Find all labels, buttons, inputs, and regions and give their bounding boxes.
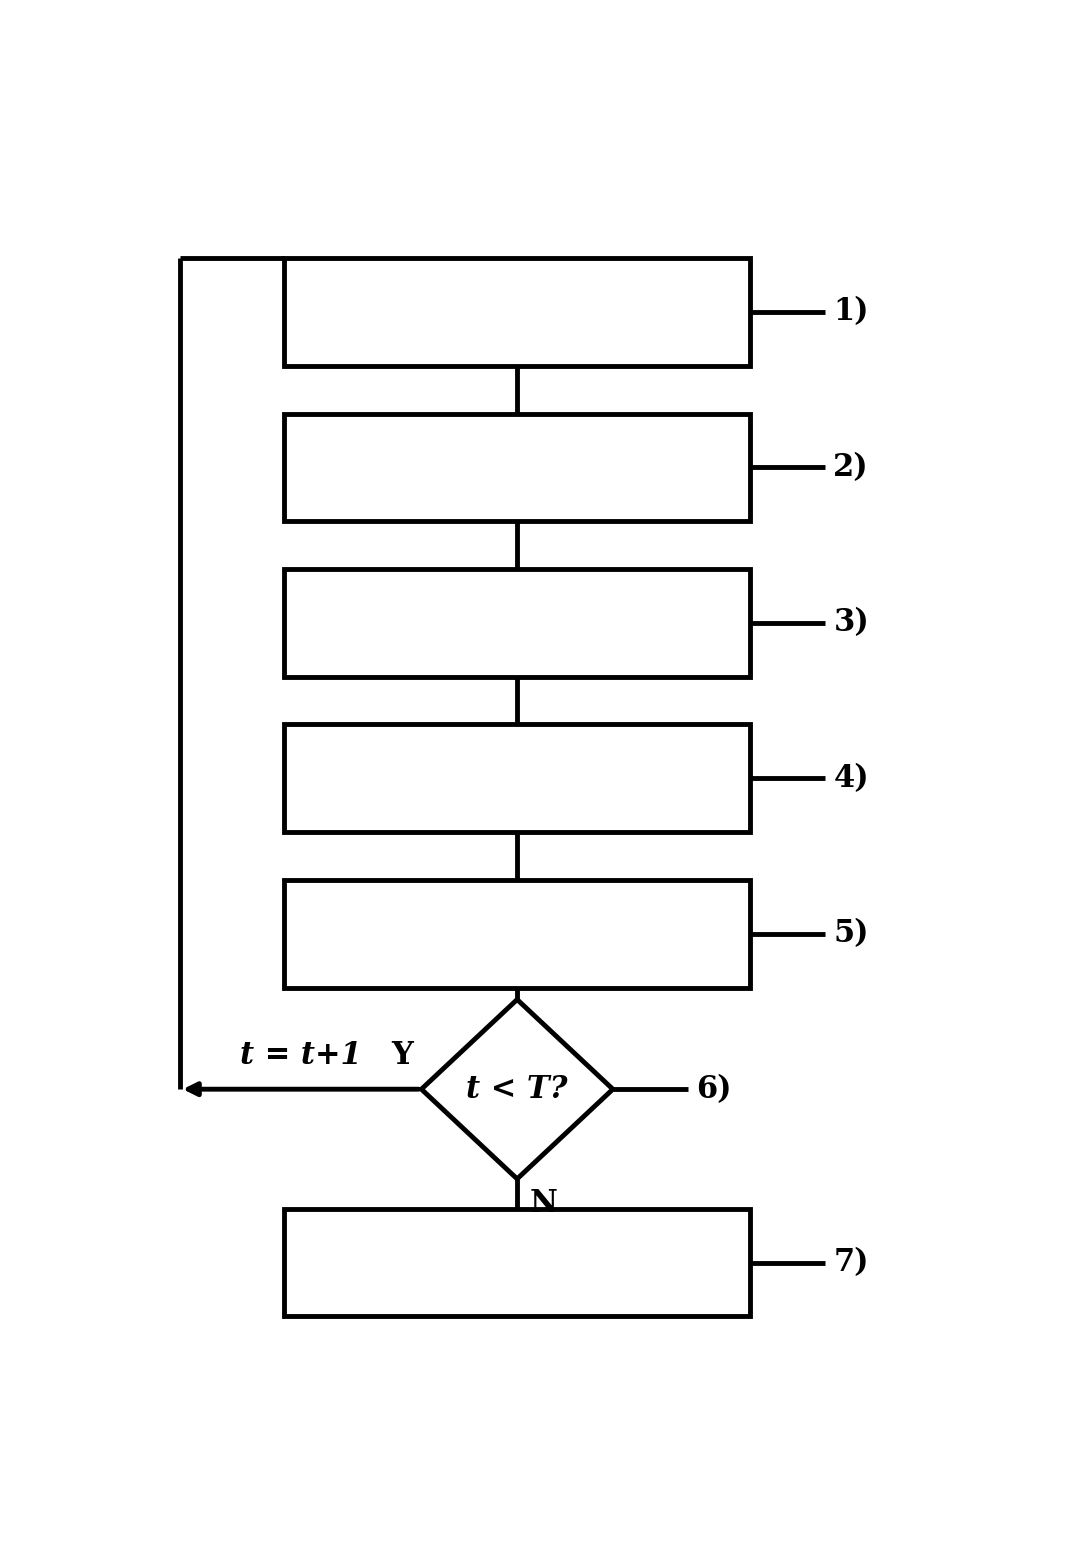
Bar (284, 258, 751, 365)
Text: Y: Y (391, 1041, 413, 1072)
Text: 5): 5) (833, 918, 869, 949)
Bar (284, 1208, 751, 1317)
Text: 4): 4) (833, 763, 869, 794)
Text: 2): 2) (833, 452, 869, 483)
Text: 6): 6) (696, 1073, 731, 1104)
Text: t = t+1: t = t+1 (240, 1041, 362, 1072)
Polygon shape (421, 1000, 613, 1179)
Bar (284, 724, 751, 832)
Bar (284, 881, 751, 988)
Text: t < T?: t < T? (466, 1073, 568, 1104)
Text: 7): 7) (833, 1247, 869, 1278)
Text: 1): 1) (833, 297, 869, 328)
Text: 3): 3) (833, 607, 869, 638)
Bar (284, 568, 751, 677)
Bar (284, 413, 751, 522)
Text: N: N (529, 1188, 557, 1219)
